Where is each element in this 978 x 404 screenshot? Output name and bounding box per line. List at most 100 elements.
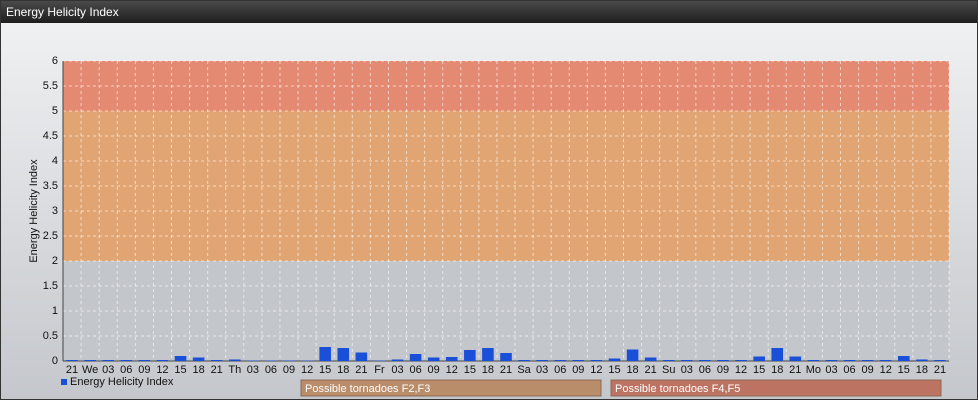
x-tick-label: 03 <box>825 364 837 376</box>
x-tick-label: 03 <box>681 364 693 376</box>
bar <box>699 360 711 361</box>
bar <box>825 360 838 361</box>
bar <box>500 353 512 361</box>
annotation-text: Possible tornadoes F2,F3 <box>305 383 430 395</box>
y-tick-label: 5 <box>52 105 58 117</box>
y-tick-label: 4.5 <box>43 130 58 142</box>
bar <box>319 347 331 361</box>
annotation-box <box>610 379 942 397</box>
bar <box>662 360 675 361</box>
x-tick-label: 15 <box>464 364 476 376</box>
bar <box>735 360 747 361</box>
bar <box>373 360 386 361</box>
bar <box>482 348 494 361</box>
bar <box>283 360 295 361</box>
bar <box>337 348 350 361</box>
x-tick-label: Su <box>662 364 675 376</box>
x-tick-label: 03 <box>536 364 548 376</box>
x-tick-label: 18 <box>192 364 204 376</box>
y-tick-label: 0.5 <box>43 330 58 342</box>
bar <box>66 360 78 361</box>
y-tick-label: 2 <box>52 255 58 267</box>
bar <box>247 360 259 361</box>
bar <box>355 352 368 361</box>
x-tick-label: 09 <box>717 364 729 376</box>
x-tick-label: 15 <box>898 364 910 376</box>
bar <box>843 360 856 361</box>
bar <box>572 360 585 361</box>
x-tick-label: 09 <box>862 364 874 376</box>
bar <box>265 360 277 361</box>
bar <box>681 360 693 361</box>
x-tick-label: 18 <box>771 364 783 376</box>
bar <box>427 357 440 361</box>
y-tick-label: 6 <box>52 55 58 67</box>
x-tick-label: Mo <box>806 364 821 376</box>
x-tick-label: 15 <box>753 364 765 376</box>
x-tick-label: Th <box>228 364 241 376</box>
chart: Energy Helicity Index 0 0.5 1 1.5 2 2.5 3 3.5 4 4… <box>28 55 950 397</box>
bar <box>771 348 784 361</box>
annotation-box <box>300 379 602 397</box>
x-tick-label: 12 <box>301 364 313 376</box>
x-tick-label: 06 <box>265 364 277 376</box>
y-tick-label: 3.5 <box>43 180 58 192</box>
bar <box>717 360 729 361</box>
bar <box>210 360 223 361</box>
x-tick-label: 21 <box>500 364 512 376</box>
x-tick-label: 15 <box>608 364 620 376</box>
bar <box>536 360 548 361</box>
bar <box>753 356 765 361</box>
bar <box>102 360 114 361</box>
x-tick-label: Fr <box>374 364 385 376</box>
bar <box>861 360 874 361</box>
x-tick-label: 06 <box>843 364 855 376</box>
bar <box>626 349 639 361</box>
bar <box>464 350 476 361</box>
bar <box>156 360 169 361</box>
bar <box>518 360 530 361</box>
y-tick-label: 0 <box>52 355 58 367</box>
x-tick-label: 12 <box>446 364 458 376</box>
x-tick-label: 09 <box>428 364 440 376</box>
x-tick-label: 21 <box>211 364 223 376</box>
legend-swatch <box>61 379 67 385</box>
bar <box>138 360 151 361</box>
x-tick-label: 21 <box>355 364 367 376</box>
x-tick-label: 18 <box>482 364 494 376</box>
bar <box>192 357 205 361</box>
x-tick-label: 21 <box>66 364 78 376</box>
x-tick-label: 09 <box>572 364 584 376</box>
bar <box>554 360 567 361</box>
x-tick-label: 21 <box>645 364 657 376</box>
bar <box>445 357 458 361</box>
x-tick-label: 18 <box>916 364 928 376</box>
x-tick-label: 03 <box>247 364 259 376</box>
x-tick-label: 06 <box>699 364 711 376</box>
x-tick-label: 09 <box>138 364 150 376</box>
y-axis-label: Energy Helicity Index <box>28 159 40 263</box>
bar <box>84 360 96 361</box>
bar <box>391 359 404 361</box>
x-tick-label: 06 <box>409 364 421 376</box>
x-tick-label: 03 <box>391 364 403 376</box>
bar <box>608 358 621 361</box>
x-tick-label: 18 <box>626 364 638 376</box>
y-tick-label: 1.5 <box>43 280 58 292</box>
bar <box>120 360 133 361</box>
x-tick-label: 21 <box>934 364 946 376</box>
legend-label: Energy Helicity Index <box>70 376 174 388</box>
bar <box>590 360 603 361</box>
bar <box>409 354 422 361</box>
y-tick-label: 1 <box>52 305 58 317</box>
x-tick-label: 15 <box>319 364 331 376</box>
bar <box>789 356 802 361</box>
x-tick-label: 21 <box>789 364 801 376</box>
title-bar: Energy Helicity Index <box>1 1 977 23</box>
bar <box>934 360 946 361</box>
y-tick-label: 2.5 <box>43 230 58 242</box>
x-tick-label: Sa <box>517 364 531 376</box>
annotation-text: Possible tornadoes F4,F5 <box>615 383 740 395</box>
x-tick-label: We <box>82 364 98 376</box>
